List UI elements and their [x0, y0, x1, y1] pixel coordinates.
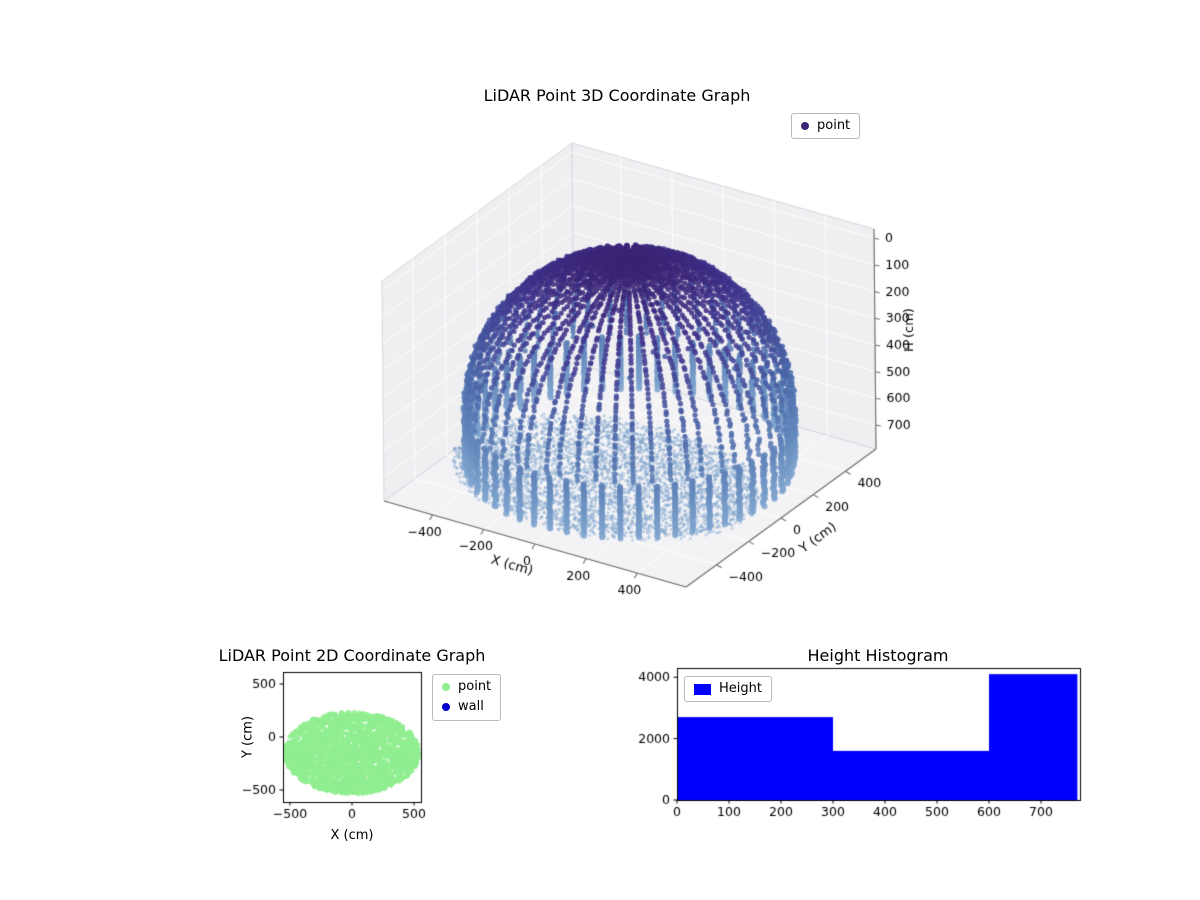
point-marker-icon	[801, 122, 809, 131]
plot3d-legend: point	[791, 113, 861, 140]
hist-legend: Height	[684, 676, 772, 703]
legend-label-point-3d: point	[817, 118, 851, 133]
plot2d-title: LiDAR Point 2D Coordinate Graph	[218, 646, 486, 665]
legend-label-wall-2d: wall	[458, 699, 484, 715]
plot2d-ylabel: Y (cm)	[240, 715, 256, 759]
hist-title: Height Histogram	[807, 646, 949, 665]
legend-item-point-2d: point	[442, 679, 491, 695]
plot2d-legend: point wall	[432, 674, 502, 721]
legend-item-wall-2d: wall	[442, 699, 491, 715]
point-marker-icon	[442, 683, 450, 692]
plot2d-xlabel: X (cm)	[330, 828, 374, 843]
height-marker-icon	[694, 683, 711, 695]
wall-marker-icon	[442, 703, 450, 712]
plot3d-title: LiDAR Point 3D Coordinate Graph	[483, 86, 751, 105]
legend-item-point-3d: point	[801, 118, 850, 134]
legend-item-height: Height	[694, 681, 762, 697]
legend-label-height: Height	[719, 681, 762, 696]
legend-label-point-2d: point	[458, 679, 492, 694]
